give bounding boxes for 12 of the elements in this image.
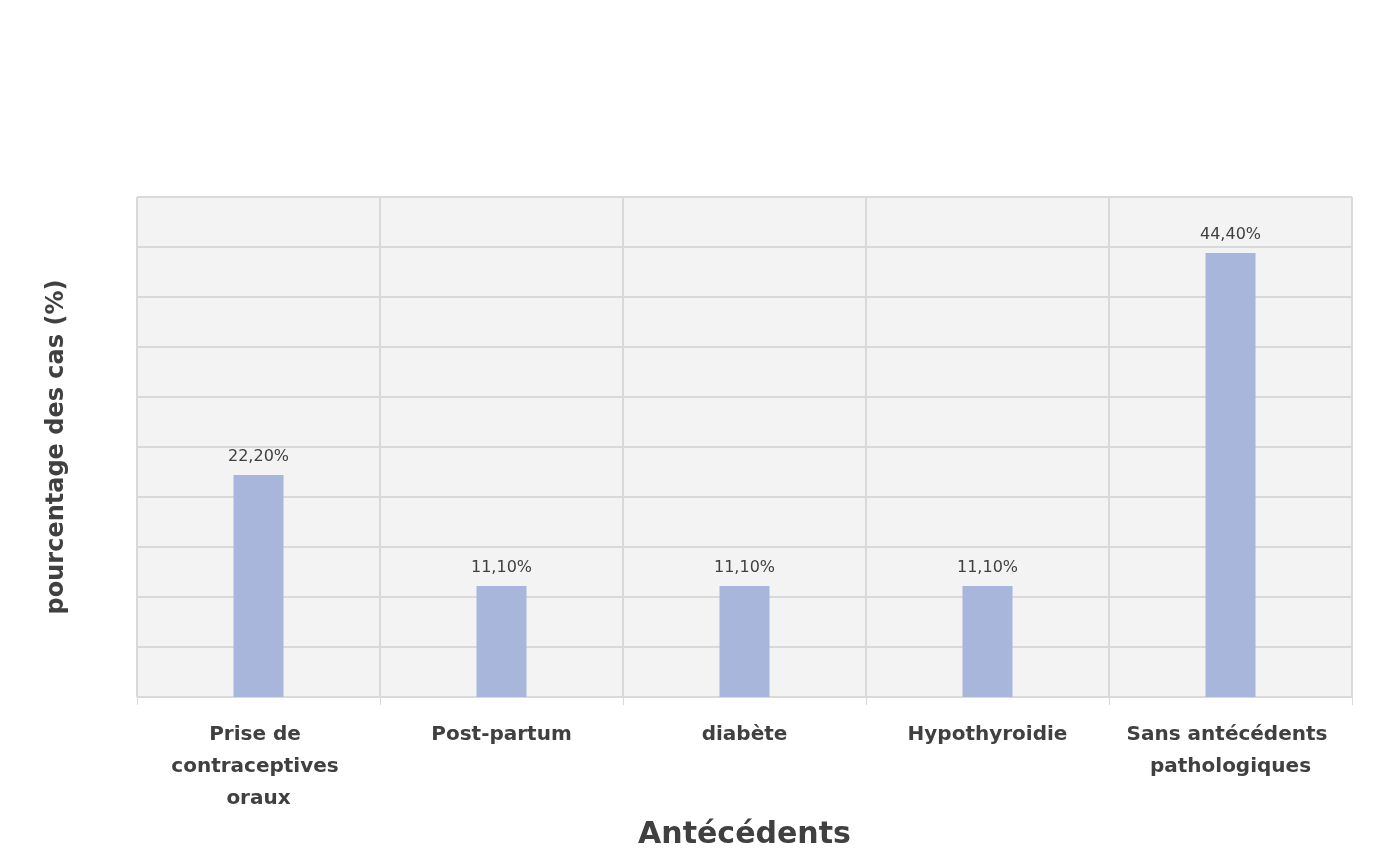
x-tick-label: Sans antécédents pathologiques: [1126, 721, 1335, 777]
data-label: 11,10%: [713, 556, 776, 576]
data-label: 11,10%: [470, 556, 533, 576]
data-label: 22,20%: [227, 445, 290, 465]
x-tick-label: Hypothyroidie: [907, 721, 1068, 745]
y-axis-title: pourcentage des cas (%): [41, 279, 69, 615]
x-tick-label: Post-partum: [431, 721, 572, 745]
data-label: 44,40%: [1199, 223, 1262, 243]
x-tick-label: diabète: [701, 721, 788, 745]
x-axis-title: Antécédents: [638, 815, 851, 851]
x-tick-label: Prise de contraceptives oraux: [171, 721, 346, 809]
data-label: 11,10%: [956, 556, 1019, 576]
